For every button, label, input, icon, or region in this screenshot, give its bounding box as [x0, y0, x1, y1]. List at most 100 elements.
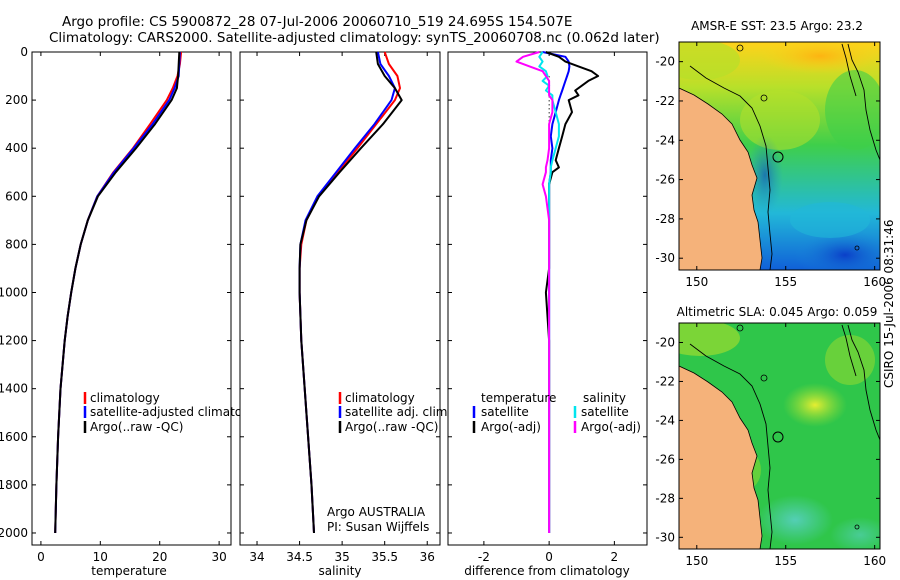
depth-tick-label: 200 — [5, 93, 28, 107]
series-line-argo-raw-qc — [298, 51, 403, 534]
difference-panel: -2 0 2 difference from climatology tempera… — [447, 51, 648, 578]
temperature-axis-label: temperature — [91, 564, 166, 578]
sst-map-field — [679, 42, 880, 270]
legend-label-satellite: satellite-adjusted climatolog — [90, 405, 260, 419]
legend-label-argo: Argo(..raw -QC) — [90, 420, 183, 434]
legend-label-sal-satellite: satellite — [581, 405, 629, 419]
depth-tick-label: 1600 — [0, 430, 28, 444]
reef-contour — [847, 43, 880, 161]
lat-tick-label: -20 — [655, 335, 675, 349]
x-tick-label: 20 — [152, 550, 167, 564]
x-tick-label: 35.5 — [371, 550, 398, 564]
reef-contour-2 — [841, 324, 857, 377]
x-tick-label: 30 — [211, 550, 226, 564]
lat-tick-label: -26 — [655, 173, 675, 187]
lat-tick-label: -20 — [655, 55, 675, 69]
x-tick-label: 0 — [37, 550, 45, 564]
depth-tick-label: 800 — [5, 237, 28, 251]
shelf-depth-contour — [689, 343, 773, 549]
sla-map-frame — [678, 322, 881, 550]
x-tick-label: -2 — [478, 550, 490, 564]
salinity-plot-frame — [239, 51, 441, 546]
depth-tick-label: 1400 — [0, 382, 28, 396]
depth-tick-label: 0 — [20, 45, 28, 59]
sla-map-axes: 150 155 160 -20 -22 -24 -26 -28 -30 — [655, 323, 886, 568]
legend-title-salinity: salinity — [583, 391, 626, 405]
principal-investigator-annotation: PI: Susan Wijffels — [327, 520, 429, 534]
sst-map-frame — [678, 41, 881, 271]
sla-map-title: Altimetric SLA: 0.045 Argo: 0.059 — [677, 305, 878, 319]
reef-island-marker — [854, 245, 860, 251]
reef-contour-2 — [841, 43, 857, 97]
legend-label-temp-argo: Argo(-adj) — [481, 420, 541, 434]
legend-label-satellite: satellite adj. clim. — [345, 405, 451, 419]
temperature-series-group — [54, 51, 183, 534]
figure-title-line-1: Argo profile: CS 5900872_28 07-Jul-2006 … — [62, 14, 573, 30]
sst-map-title: AMSR-E SST: 23.5 Argo: 23.2 — [691, 19, 863, 33]
salinity-legend: climatology satellite adj. clim. Argo(..… — [338, 391, 451, 434]
sla-map-panel: Altimetric SLA: 0.045 Argo: 0.059 150 155… — [655, 305, 886, 568]
depth-tick-label: 2000 — [0, 526, 28, 540]
depth-tick-label: 1200 — [0, 334, 28, 348]
temperature-panel: 0 200 400 600 800 1000 1200 1400 1600 1800 2000 0 1… — [0, 45, 260, 578]
sst-map-panel: AMSR-E SST: 23.5 Argo: 23.2 150 155 160 -20… — [655, 19, 886, 289]
x-tick-label: 0 — [545, 550, 553, 564]
depth-tick-label: 1000 — [0, 285, 28, 299]
lat-tick-label: -22 — [655, 94, 675, 108]
lat-tick-label: -24 — [655, 413, 675, 427]
float-program-annotation: Argo AUSTRALIA — [327, 505, 426, 519]
salinity-panel: 34 34.5 35 35.5 36 salinity climatology sate… — [239, 51, 451, 578]
reef-island-marker — [760, 374, 768, 382]
depth-tick-label: 600 — [5, 189, 28, 203]
lon-tick-label: 160 — [863, 275, 886, 289]
difference-axis: -2 0 2 — [478, 52, 618, 564]
x-tick-label: 34.5 — [286, 550, 313, 564]
lon-tick-label: 160 — [863, 554, 886, 568]
depth-tick-label: 1800 — [0, 478, 28, 492]
sla-map-field — [679, 323, 880, 549]
salinity-axis: 34 34.5 35 35.5 36 — [249, 52, 435, 564]
reef-island-marker — [736, 44, 744, 52]
legend-title-temperature: temperature — [481, 391, 556, 405]
lon-tick-label: 150 — [685, 275, 708, 289]
land-mask — [679, 365, 763, 549]
x-tick-label: 34 — [249, 550, 264, 564]
lat-tick-label: -24 — [655, 133, 675, 147]
series-line-temperature-argo-adj — [544, 51, 600, 533]
series-line-salinity-argo-adj — [515, 51, 554, 533]
difference-depth-ticks — [448, 51, 647, 534]
lat-tick-label: -22 — [655, 374, 675, 388]
legend-label-climatology: climatology — [90, 391, 160, 405]
salinity-axis-label: salinity — [318, 564, 361, 578]
depth-tick-label: 400 — [5, 141, 28, 155]
reef-contour — [847, 324, 880, 441]
depth-axis: 0 200 400 600 800 1000 1200 1400 1600 1800 2000 — [0, 45, 231, 540]
legend-label-temp-satellite: satellite — [481, 405, 529, 419]
reef-island-marker — [760, 94, 768, 102]
lat-tick-label: -28 — [655, 212, 675, 226]
lon-tick-label: 155 — [774, 275, 797, 289]
salinity-depth-ticks — [240, 51, 440, 534]
figure-title-line-2: Climatology: CARS2000. Satellite-adjuste… — [49, 30, 660, 46]
lat-tick-label: -26 — [655, 452, 675, 466]
difference-plot-frame — [447, 51, 648, 546]
legend-label-argo: Argo(..raw -QC) — [345, 420, 438, 434]
argo-float-marker — [772, 151, 784, 163]
lon-tick-label: 155 — [774, 554, 797, 568]
sst-map-axes: 150 155 160 -20 -22 -24 -26 -28 -30 — [655, 42, 886, 289]
series-line-argo-raw-qc — [54, 51, 181, 534]
lat-tick-label: -30 — [655, 530, 675, 544]
difference-series-group — [515, 51, 600, 533]
difference-axis-label: difference from climatology — [464, 564, 630, 578]
reef-island-marker — [736, 324, 744, 332]
x-tick-label: 35 — [334, 550, 349, 564]
x-tick-label: 10 — [93, 550, 108, 564]
shelf-depth-contour — [689, 65, 773, 270]
land-mask — [679, 87, 763, 270]
x-tick-label: 2 — [611, 550, 619, 564]
temperature-legend: climatology satellite-adjusted climatolo… — [83, 391, 260, 434]
lat-tick-label: -30 — [655, 251, 675, 265]
reef-island-marker — [854, 524, 860, 530]
temperature-plot-frame — [31, 51, 232, 546]
